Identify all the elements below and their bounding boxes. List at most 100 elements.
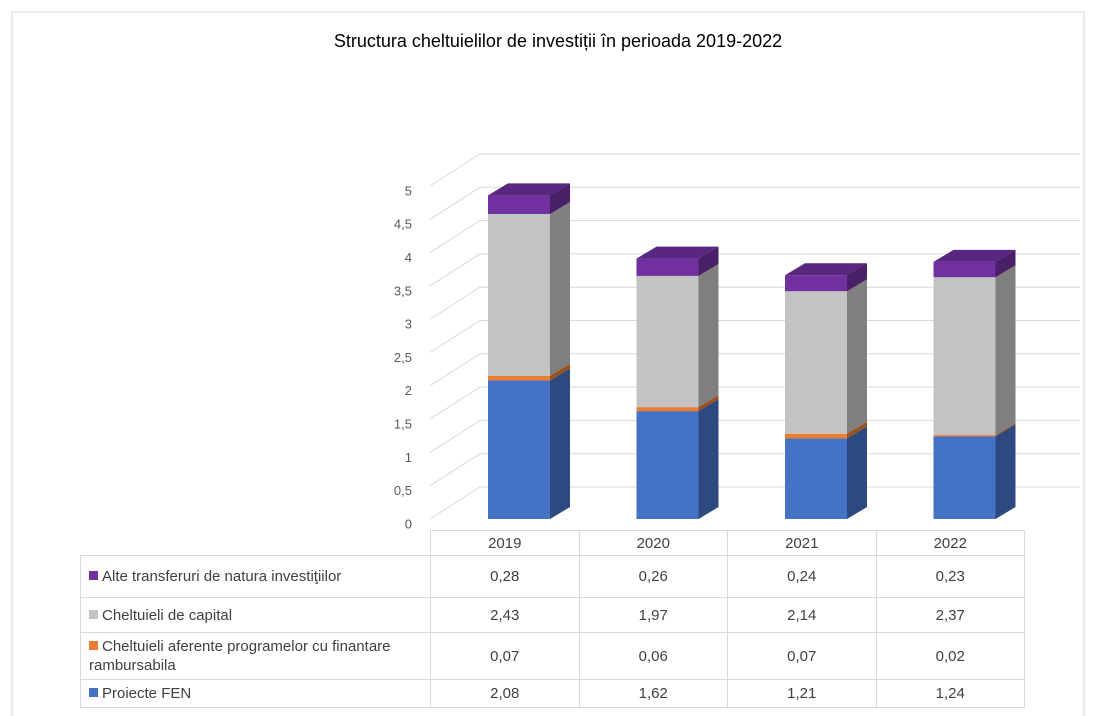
bar-segment — [636, 411, 699, 519]
bar-top-shade — [933, 249, 1016, 262]
y-tick-label: 0 — [405, 516, 412, 531]
chart-title: Structura cheltuielilor de investiții în… — [334, 31, 782, 51]
bar-side-shade — [995, 423, 1016, 437]
grid-line — [429, 153, 1080, 187]
bar-segment — [933, 436, 996, 519]
grid-line — [429, 253, 1080, 287]
y-tick-label: 4 — [405, 250, 412, 265]
bar-side-shade — [995, 424, 1016, 519]
legend-label: Cheltuieli de capital — [102, 606, 233, 624]
bar-segment — [785, 438, 847, 519]
legend-text: Cheltuieli aferente programelor cu finan… — [89, 637, 419, 675]
legend-entry: Proiecte FEN — [80, 679, 431, 708]
bar-segment — [933, 435, 996, 437]
legend-key — [89, 641, 98, 650]
data-label: 2,14 — [727, 597, 877, 633]
bar-side — [995, 265, 1016, 436]
data-label: 0,23 — [875, 555, 1025, 598]
bar-top — [636, 246, 719, 259]
bar-side — [550, 368, 570, 519]
bar-side — [995, 249, 1016, 278]
data-label: 0,02 — [875, 632, 1025, 680]
bar-side-shade — [550, 183, 570, 214]
legend-label: Alte transferuri de natura investiţiilor — [102, 568, 342, 585]
y-tick-label: 2 — [405, 383, 412, 398]
data-label: 1,24 — [875, 679, 1025, 708]
y-tick-label: 3,5 — [394, 283, 412, 298]
bar-segment — [636, 407, 699, 412]
y-tick-label: 5 — [405, 183, 412, 198]
grid-line — [429, 320, 1080, 353]
y-tick-label: 2,5 — [394, 350, 412, 365]
bar-side-shade — [698, 395, 719, 412]
bar-side — [847, 263, 867, 292]
data-label: 2,08 — [430, 679, 580, 708]
bar-side-shade — [847, 421, 867, 439]
grid-line — [429, 486, 1080, 520]
bar-side-shade — [698, 399, 719, 519]
bar-side — [847, 426, 867, 519]
legend-label: Cheltuieli aferente programelor cu finan… — [89, 638, 391, 674]
bar-side — [995, 423, 1016, 437]
bar-side — [550, 183, 570, 214]
data-label: 0,26 — [578, 555, 728, 598]
grid-line — [429, 286, 1080, 320]
bar-side — [550, 201, 570, 376]
data-label: 0,24 — [727, 555, 877, 598]
bar-side-shade — [550, 201, 570, 376]
table-header: 2021 — [727, 530, 877, 556]
legend-text: Cheltuieli de capital — [89, 606, 232, 625]
legend-label: Proiecte FEN — [102, 685, 192, 702]
legend-entry: Cheltuieli de capital — [80, 597, 431, 633]
data-label: 0,06 — [578, 632, 728, 680]
legend-key — [89, 609, 98, 619]
bar-segment — [785, 275, 847, 292]
bar-side-shade — [995, 265, 1016, 436]
bar-top-shade — [636, 246, 719, 259]
bar-side-shade — [550, 363, 570, 381]
grid-line — [429, 386, 1080, 420]
bar-side-shade — [847, 263, 867, 292]
bar-segment — [785, 291, 847, 434]
bar-side — [995, 424, 1016, 519]
legend-key — [89, 571, 98, 580]
bar-side — [550, 363, 570, 381]
table-header: 2019 — [430, 530, 580, 556]
data-label: 0,07 — [430, 632, 580, 680]
data-label: 1,62 — [578, 679, 728, 708]
grid-line — [429, 186, 1080, 220]
legend-text: Alte transferuri de natura investiţiilor — [89, 567, 419, 586]
data-label: 1,21 — [727, 679, 877, 708]
legend-key — [89, 688, 98, 697]
table-header: 2020 — [578, 530, 728, 556]
y-tick-label: 1 — [405, 450, 412, 465]
bar-top — [933, 249, 1016, 262]
bar-top-shade — [785, 263, 867, 276]
legend-entry: Cheltuieli aferente programelor cu finan… — [80, 632, 431, 680]
bar-top — [488, 183, 570, 196]
bar-side — [698, 395, 719, 412]
grid-line — [429, 353, 1080, 387]
bar-segment — [488, 375, 550, 381]
grid-line — [429, 220, 1080, 254]
bar-side-shade — [698, 263, 719, 408]
chart-border — [11, 11, 1085, 716]
legend-text: Proiecte FEN — [89, 684, 191, 703]
grid-line — [429, 419, 1080, 453]
bar-segment — [636, 258, 699, 276]
bar-side — [847, 421, 867, 439]
data-label: 1,97 — [578, 597, 728, 633]
bar-segment — [933, 277, 996, 436]
bar-side — [847, 279, 867, 434]
bar-segment — [636, 275, 699, 408]
data-label: 2,37 — [875, 597, 1025, 633]
y-tick-label: 0,5 — [394, 483, 412, 498]
grid-line — [429, 453, 1080, 487]
y-tick-label: 3 — [405, 317, 412, 332]
bar-side-shade — [847, 426, 867, 519]
data-label: 0,07 — [727, 632, 877, 680]
bar-side-shade — [995, 249, 1016, 278]
bar-top — [785, 263, 867, 276]
